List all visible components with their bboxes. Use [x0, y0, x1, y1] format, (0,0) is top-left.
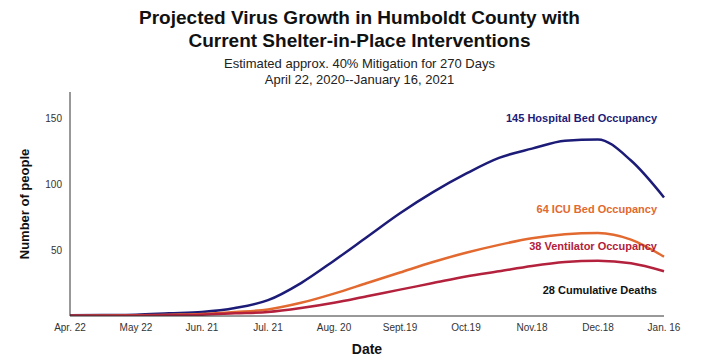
html-text:64 ICU Bed Occupancy: 64 ICU Bed Occupancy [536, 203, 657, 215]
svg-text:Sept.19: Sept.19 [383, 322, 418, 333]
svg-text:Oct.19: Oct.19 [451, 322, 481, 333]
svg-text:Jan. 16: Jan. 16 [648, 322, 681, 333]
html-text:Estimated approx. 40% Mitigati: Estimated approx. 40% Mitigation for 270… [224, 56, 495, 71]
svg-text:50: 50 [51, 245, 63, 256]
svg-text:Aug. 20: Aug. 20 [317, 322, 352, 333]
svg-text:Nov.18: Nov.18 [517, 322, 548, 333]
svg-text:Date: Date [352, 341, 383, 357]
svg-text:150: 150 [45, 113, 62, 124]
svg-text:May 22: May 22 [120, 322, 153, 333]
html-text:April 22, 2020--January 16, 20: April 22, 2020--January 16, 2021 [264, 72, 455, 87]
svg-text:Jul. 21: Jul. 21 [253, 322, 283, 333]
svg-text:Number of people: Number of people [17, 149, 32, 260]
html-text:Projected Virus Growth in Humb: Projected Virus Growth in Humboldt Count… [139, 7, 580, 51]
html-text:38 Ventilator Occupancy: 38 Ventilator Occupancy [529, 240, 657, 252]
svg-text:Jun. 21: Jun. 21 [186, 322, 219, 333]
svg-text:Dec.18: Dec.18 [582, 322, 614, 333]
svg-text:Apr. 22: Apr. 22 [54, 322, 86, 333]
html-text:28 Cumulative Deaths: 28 Cumulative Deaths [542, 284, 657, 296]
svg-text:100: 100 [45, 179, 62, 190]
html-text:145 Hospital Bed Occupancy: 145 Hospital Bed Occupancy [506, 112, 657, 124]
